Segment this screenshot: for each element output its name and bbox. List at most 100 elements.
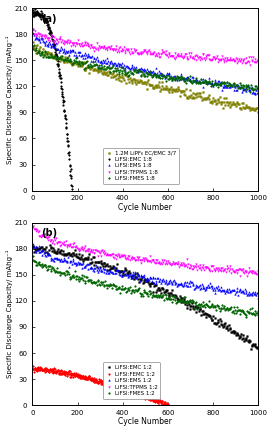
LiFSI:EMS 1:8 <box>165 73 168 78</box>
LiFSI:TFPMS 1:2 <box>32 224 35 229</box>
LiFSI:FMES 1:8 <box>170 77 173 82</box>
Line: LiFSI:EMS 1:8: LiFSI:EMS 1:8 <box>32 29 259 95</box>
LiFSI:FMES 1:8 <box>166 76 170 81</box>
LiFSI:FEMC 1:2 <box>129 388 132 394</box>
LiFSI:FMES 1:2 <box>165 296 169 301</box>
Line: 1.2M LiPF₆ EC/EMC 3/7: 1.2M LiPF₆ EC/EMC 3/7 <box>32 41 259 112</box>
LiFSI:EMC 1:2 <box>249 346 253 351</box>
Line: LiFSI:EMC 1:8: LiFSI:EMC 1:8 <box>32 8 73 190</box>
Text: (b): (b) <box>41 228 58 238</box>
LiFSI:EMC 1:2 <box>165 288 169 293</box>
LiFSI:EMC 1:2 <box>48 243 52 248</box>
LiFSI:FMES 1:2 <box>257 312 260 318</box>
1.2M LiPF₆ EC/EMC 3/7 <box>256 109 259 114</box>
LiFSI:FEMC 1:2 <box>116 385 119 390</box>
LiFSI:TFPMS 1:2 <box>169 262 173 267</box>
1.2M LiPF₆ EC/EMC 3/7 <box>257 106 260 111</box>
LiFSI:EMC 1:8 <box>53 49 57 54</box>
LiFSI:TFPMS 1:8 <box>236 61 239 66</box>
LiFSI:EMS 1:8 <box>32 31 35 36</box>
LiFSI:EMC 1:8 <box>31 10 34 16</box>
LiFSI:EMS 1:8 <box>257 87 260 92</box>
LiFSI:TFPMS 1:8 <box>169 53 173 58</box>
LiFSI:EMS 1:2 <box>32 245 35 250</box>
LiFSI:FMES 1:8 <box>248 89 252 95</box>
Legend: 1.2M LiPF₆ EC/EMC 3/7, LiFSI:EMC 1:8, LiFSI:EMS 1:8, LiFSI:TFPMS 1:8, LiFSI:FMES: 1.2M LiPF₆ EC/EMC 3/7, LiFSI:EMC 1:8, Li… <box>103 148 179 184</box>
LiFSI:FMES 1:8 <box>257 86 260 92</box>
LiFSI:TFPMS 1:2 <box>165 261 169 266</box>
LiFSI:TFPMS 1:8 <box>257 57 260 62</box>
LiFSI:FMES 1:2 <box>244 314 247 320</box>
Line: LiFSI:FMES 1:8: LiFSI:FMES 1:8 <box>32 44 259 93</box>
LiFSI:EMC 1:8 <box>47 25 50 30</box>
LiFSI:EMS 1:8 <box>169 73 173 79</box>
Line: LiFSI:TFPMS 1:2: LiFSI:TFPMS 1:2 <box>32 225 259 277</box>
LiFSI:FMES 1:8 <box>165 73 169 78</box>
LiFSI:EMC 1:2 <box>32 245 35 250</box>
Y-axis label: Specific Discharge Capacity/ mAhg⁻¹: Specific Discharge Capacity/ mAhg⁻¹ <box>5 250 13 378</box>
1.2M LiPF₆ EC/EMC 3/7 <box>169 85 173 90</box>
Line: LiFSI:EMS 1:2: LiFSI:EMS 1:2 <box>32 243 259 299</box>
LiFSI:TFPMS 1:2 <box>31 223 34 228</box>
LiFSI:FEMC 1:2 <box>85 377 88 382</box>
LiFSI:FMES 1:8 <box>31 44 34 49</box>
LiFSI:TFPMS 1:8 <box>165 53 169 58</box>
LiFSI:FMES 1:8 <box>222 80 225 85</box>
LiFSI:EMS 1:2 <box>165 279 168 284</box>
Line: LiFSI:TFPMS 1:8: LiFSI:TFPMS 1:8 <box>32 28 259 66</box>
LiFSI:FEMC 1:2 <box>162 403 165 408</box>
LiFSI:FEMC 1:2 <box>75 374 78 379</box>
LiFSI:EMC 1:2 <box>222 321 225 327</box>
LiFSI:FEMC 1:2 <box>47 370 51 375</box>
LiFSI:FEMC 1:2 <box>31 364 34 369</box>
LiFSI:EMS 1:8 <box>236 87 239 92</box>
LiFSI:TFPMS 1:2 <box>221 269 225 274</box>
LiFSI:TFPMS 1:2 <box>236 271 239 276</box>
LiFSI:EMC 1:8 <box>34 6 37 11</box>
LiFSI:TFPMS 1:2 <box>245 273 249 279</box>
LiFSI:EMC 1:8 <box>58 76 62 81</box>
Line: LiFSI:FMES 1:2: LiFSI:FMES 1:2 <box>32 256 259 318</box>
LiFSI:EMS 1:2 <box>165 281 169 286</box>
1.2M LiPF₆ EC/EMC 3/7 <box>221 105 225 111</box>
LiFSI:FEMC 1:2 <box>129 389 133 394</box>
Legend: LiFSI:EMC 1:2, LiFSI:FEMC 1:2, LiFSI:EMS 1:2, LiFSI:TFPMS 1:2, LiFSI:FMES 1:2: LiFSI:EMC 1:2, LiFSI:FEMC 1:2, LiFSI:EMS… <box>103 362 160 399</box>
Text: (a): (a) <box>41 13 57 23</box>
LiFSI:FMES 1:8 <box>236 86 240 91</box>
LiFSI:EMC 1:8 <box>64 115 67 120</box>
LiFSI:EMS 1:2 <box>257 296 260 301</box>
LiFSI:FMES 1:2 <box>31 254 34 259</box>
LiFSI:FMES 1:8 <box>32 42 36 48</box>
LiFSI:TFPMS 1:8 <box>32 28 35 33</box>
LiFSI:TFPMS 1:8 <box>31 26 34 32</box>
Line: LiFSI:FEMC 1:2: LiFSI:FEMC 1:2 <box>32 365 169 406</box>
LiFSI:EMS 1:2 <box>236 289 239 294</box>
X-axis label: Cycle Number: Cycle Number <box>118 203 172 212</box>
LiFSI:FMES 1:2 <box>165 292 168 298</box>
LiFSI:FMES 1:2 <box>221 305 225 311</box>
LiFSI:EMS 1:8 <box>165 71 169 76</box>
LiFSI:EMC 1:2 <box>236 332 240 337</box>
1.2M LiPF₆ EC/EMC 3/7 <box>32 45 35 50</box>
LiFSI:FMES 1:8 <box>32 47 35 52</box>
LiFSI:TFPMS 1:2 <box>257 269 260 274</box>
LiFSI:FMES 1:2 <box>169 296 173 301</box>
LiFSI:EMS 1:2 <box>221 288 225 293</box>
LiFSI:FEMC 1:2 <box>166 402 170 407</box>
1.2M LiPF₆ EC/EMC 3/7 <box>165 85 169 90</box>
LiFSI:EMS 1:8 <box>31 27 34 32</box>
LiFSI:TFPMS 1:2 <box>165 260 168 265</box>
LiFSI:EMS 1:2 <box>169 279 173 284</box>
1.2M LiPF₆ EC/EMC 3/7 <box>236 99 239 105</box>
LiFSI:EMS 1:8 <box>254 91 257 96</box>
LiFSI:TFPMS 1:8 <box>248 63 252 68</box>
LiFSI:FMES 1:2 <box>32 257 35 263</box>
LiFSI:EMC 1:8 <box>52 44 55 49</box>
Line: LiFSI:EMC 1:2: LiFSI:EMC 1:2 <box>32 245 259 349</box>
LiFSI:TFPMS 1:8 <box>165 52 168 57</box>
LiFSI:EMC 1:2 <box>257 344 260 349</box>
LiFSI:EMC 1:2 <box>31 243 34 248</box>
LiFSI:EMS 1:8 <box>221 84 225 89</box>
LiFSI:EMC 1:2 <box>166 291 170 296</box>
1.2M LiPF₆ EC/EMC 3/7 <box>31 39 34 44</box>
